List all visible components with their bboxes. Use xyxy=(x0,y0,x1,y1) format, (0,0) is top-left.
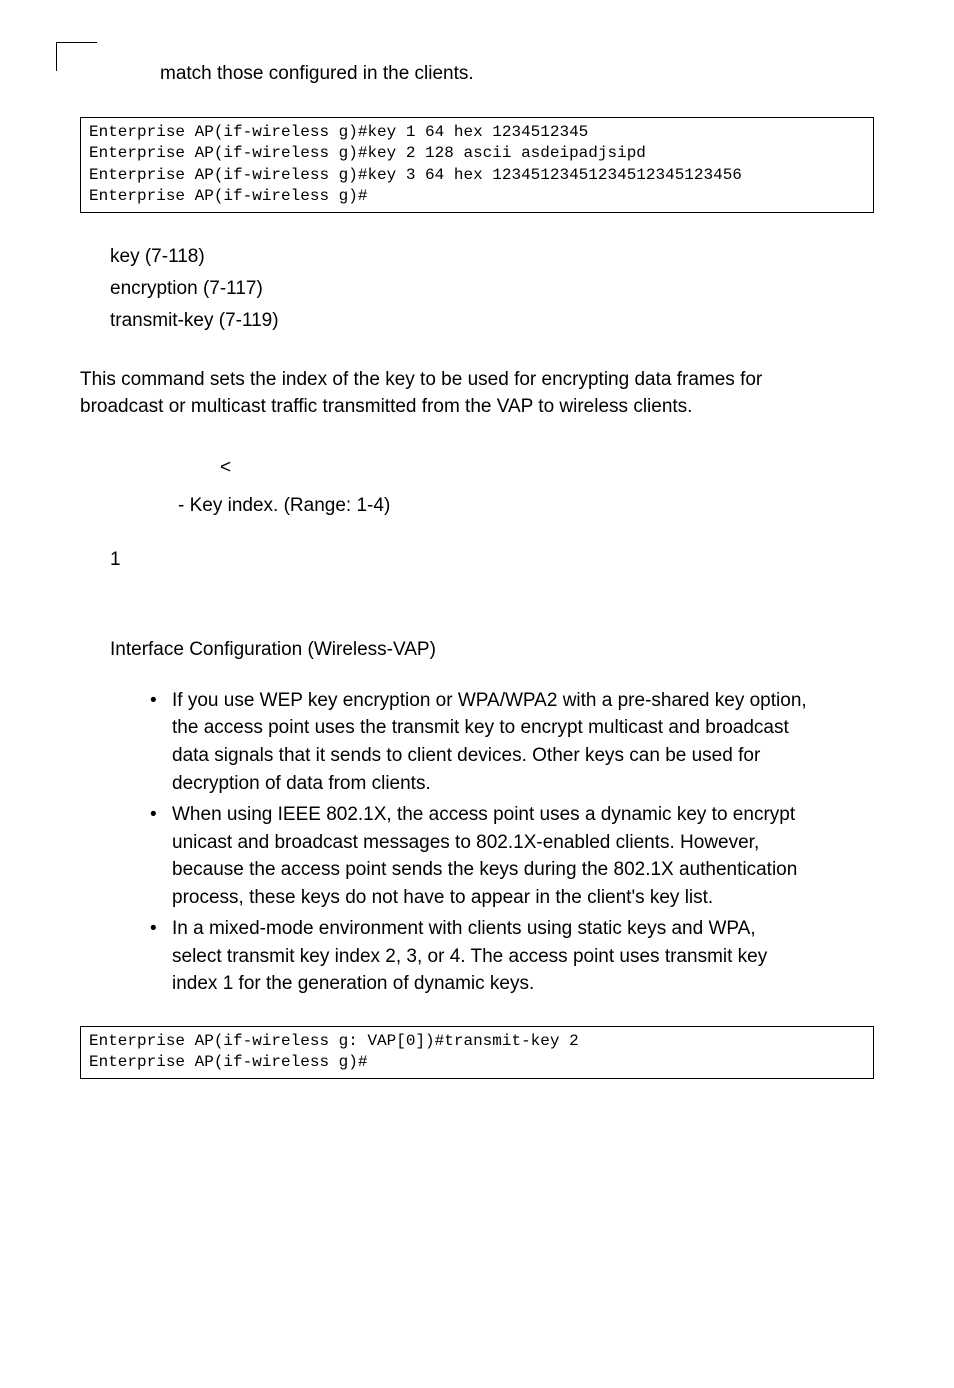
b2l2: unicast and broadcast messages to 802.1X… xyxy=(172,832,759,853)
desc-line2: broadcast or multicast traffic transmitt… xyxy=(80,396,692,417)
code-block-1: Enterprise AP(if-wireless g)#key 1 64 he… xyxy=(80,117,874,213)
b1l4: decryption of data from clients. xyxy=(172,773,431,794)
b1l2: the access point uses the transmit key t… xyxy=(172,717,789,738)
page-content: match those configured in the clients. E… xyxy=(0,0,954,1167)
syntax-range: - Key index. (Range: 1-4) xyxy=(178,487,874,525)
code2-l2: Enterprise AP(if-wireless g)# xyxy=(89,1053,367,1071)
b3l1: In a mixed-mode environment with clients… xyxy=(172,918,756,939)
code1-l4: Enterprise AP(if-wireless g)# xyxy=(89,187,367,205)
code2-l1: Enterprise AP(if-wireless g: VAP[0])#tra… xyxy=(89,1032,579,1050)
command-mode: Interface Configuration (Wireless-VAP) xyxy=(110,639,874,661)
b2l1: When using IEEE 802.1X, the access point… xyxy=(172,804,795,825)
command-usage-bullets: • If you use WEP key encryption or WPA/W… xyxy=(150,687,874,998)
b1l1: If you use WEP key encryption or WPA/WPA… xyxy=(172,690,807,711)
bullet-3: • In a mixed-mode environment with clien… xyxy=(150,915,874,998)
bullet-dot: • xyxy=(150,687,172,797)
bullet-1: • If you use WEP key encryption or WPA/W… xyxy=(150,687,874,797)
code1-l1: Enterprise AP(if-wireless g)#key 1 64 he… xyxy=(89,123,588,141)
page-corner-mark xyxy=(56,42,97,71)
code1-l2: Enterprise AP(if-wireless g)#key 2 128 a… xyxy=(89,144,646,162)
desc-line1: This command sets the index of the key t… xyxy=(80,369,762,390)
b2l4: process, these keys do not have to appea… xyxy=(172,887,713,908)
b1l3: data signals that it sends to client dev… xyxy=(172,745,760,766)
syntax-block: < - Key index. (Range: 1-4) xyxy=(220,449,874,525)
command-description: This command sets the index of the key t… xyxy=(80,366,874,421)
b3l2: select transmit key index 2, 3, or 4. Th… xyxy=(172,946,767,967)
related-commands: key (7-118) encryption (7-117) transmit-… xyxy=(110,241,874,338)
related-item-encryption: encryption (7-117) xyxy=(110,273,874,305)
related-item-key: key (7-118) xyxy=(110,241,874,273)
syntax-symbol: < xyxy=(220,449,874,487)
b3l3: index 1 for the generation of dynamic ke… xyxy=(172,973,534,994)
b2l3: because the access point sends the keys … xyxy=(172,859,797,880)
bullet-2: • When using IEEE 802.1X, the access poi… xyxy=(150,801,874,911)
related-item-transmit-key: transmit-key (7-119) xyxy=(110,305,874,337)
code1-l3: Enterprise AP(if-wireless g)#key 3 64 he… xyxy=(89,166,742,184)
bullet-dot: • xyxy=(150,801,172,911)
intro-line: match those configured in the clients. xyxy=(160,60,874,89)
code-block-2: Enterprise AP(if-wireless g: VAP[0])#tra… xyxy=(80,1026,874,1079)
bullet-dot: • xyxy=(150,915,172,998)
default-setting: 1 xyxy=(110,549,874,571)
